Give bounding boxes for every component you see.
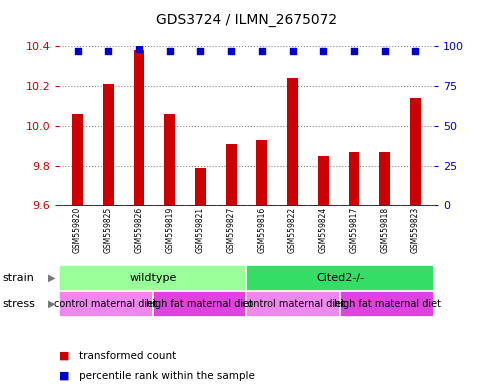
Bar xyxy=(153,291,246,317)
Point xyxy=(381,48,388,54)
Text: GSM559821: GSM559821 xyxy=(196,207,205,253)
Text: GSM559825: GSM559825 xyxy=(104,207,113,253)
Bar xyxy=(256,140,267,205)
Text: ■: ■ xyxy=(59,371,70,381)
Bar xyxy=(318,156,329,205)
Text: transformed count: transformed count xyxy=(79,351,176,361)
Text: Cited2-/-: Cited2-/- xyxy=(316,273,364,283)
Text: control maternal diet: control maternal diet xyxy=(55,299,157,309)
Bar xyxy=(379,152,390,205)
Point xyxy=(197,48,205,54)
Point xyxy=(412,48,420,54)
Bar xyxy=(410,98,421,205)
Bar xyxy=(246,291,340,317)
Point xyxy=(73,48,81,54)
Point xyxy=(166,48,174,54)
Text: GSM559816: GSM559816 xyxy=(257,207,266,253)
Text: GSM559820: GSM559820 xyxy=(73,207,82,253)
Bar xyxy=(226,144,237,205)
Bar xyxy=(164,114,175,205)
Point xyxy=(105,48,112,54)
Point xyxy=(319,48,327,54)
Bar xyxy=(349,152,359,205)
Text: GSM559823: GSM559823 xyxy=(411,207,420,253)
Text: strain: strain xyxy=(2,273,35,283)
Text: GSM559824: GSM559824 xyxy=(319,207,328,253)
Bar xyxy=(195,167,206,205)
Text: ■: ■ xyxy=(59,351,70,361)
Bar xyxy=(59,291,153,317)
Text: stress: stress xyxy=(2,299,35,309)
Bar xyxy=(72,114,83,205)
Point xyxy=(350,48,358,54)
Bar xyxy=(103,84,114,205)
Text: ▶: ▶ xyxy=(48,273,56,283)
Text: GSM559818: GSM559818 xyxy=(380,207,389,253)
Text: percentile rank within the sample: percentile rank within the sample xyxy=(79,371,255,381)
Point xyxy=(258,48,266,54)
Text: high fat maternal diet: high fat maternal diet xyxy=(146,299,253,309)
Point xyxy=(288,48,296,54)
Text: GSM559819: GSM559819 xyxy=(165,207,174,253)
Bar xyxy=(287,78,298,205)
Text: GSM559822: GSM559822 xyxy=(288,207,297,253)
Text: GSM559826: GSM559826 xyxy=(135,207,143,253)
Text: wildtype: wildtype xyxy=(129,273,176,283)
Text: GSM559817: GSM559817 xyxy=(350,207,358,253)
Text: ▶: ▶ xyxy=(48,299,56,309)
Point xyxy=(135,46,143,52)
Text: control maternal diet: control maternal diet xyxy=(242,299,345,309)
Text: GSM559827: GSM559827 xyxy=(227,207,236,253)
Bar xyxy=(340,291,434,317)
Bar xyxy=(246,265,434,291)
Bar xyxy=(134,50,144,205)
Text: GDS3724 / ILMN_2675072: GDS3724 / ILMN_2675072 xyxy=(156,13,337,27)
Bar xyxy=(59,265,246,291)
Text: high fat maternal diet: high fat maternal diet xyxy=(333,299,441,309)
Point xyxy=(227,48,235,54)
